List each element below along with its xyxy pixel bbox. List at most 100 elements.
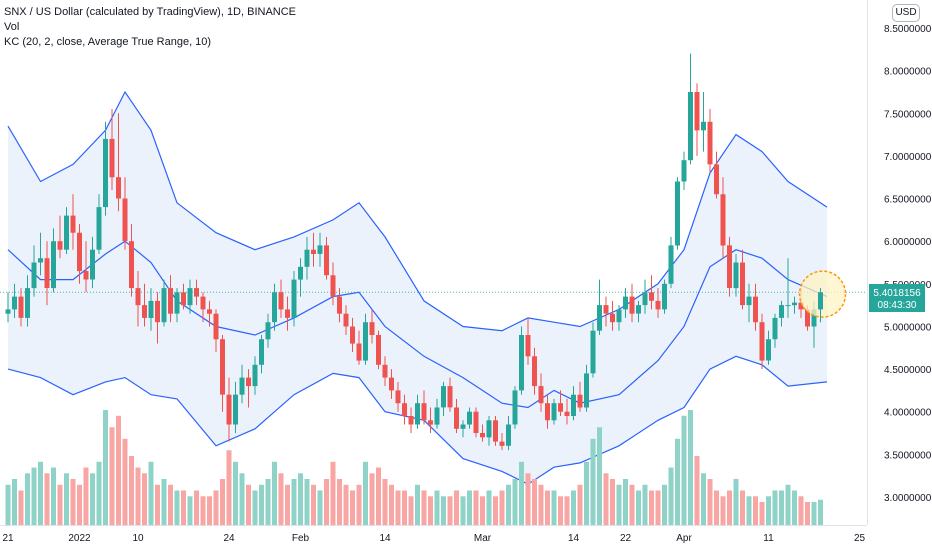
candle-body[interactable] <box>90 249 95 280</box>
candle-body[interactable] <box>694 92 700 131</box>
candle-body[interactable] <box>545 403 550 421</box>
candle-body[interactable] <box>551 403 557 421</box>
candlesticks[interactable] <box>5 53 824 451</box>
candle-body[interactable] <box>168 288 173 314</box>
candle-body[interactable] <box>434 407 440 425</box>
candle-body[interactable] <box>441 386 446 408</box>
candle-body[interactable] <box>233 394 238 425</box>
candle-body[interactable] <box>38 258 43 263</box>
candle-body[interactable] <box>174 292 180 314</box>
candle-body[interactable] <box>18 296 24 318</box>
candle-body[interactable] <box>376 335 381 365</box>
candle-body[interactable] <box>161 288 167 323</box>
candle-body[interactable] <box>272 292 277 323</box>
candle-body[interactable] <box>57 241 63 250</box>
candle-body[interactable] <box>64 215 69 250</box>
candle-body[interactable] <box>480 433 485 438</box>
candle-body[interactable] <box>265 322 271 340</box>
candle-body[interactable] <box>597 305 602 331</box>
candle-body[interactable] <box>369 322 375 335</box>
candle-body[interactable] <box>207 309 212 314</box>
candle-body[interactable] <box>389 377 394 391</box>
candle-body[interactable] <box>584 373 589 408</box>
candle-body[interactable] <box>733 262 739 289</box>
candle-body[interactable] <box>590 330 596 374</box>
candle-body[interactable] <box>772 317 778 340</box>
candle-body[interactable] <box>421 403 427 421</box>
candle-body[interactable] <box>311 249 316 254</box>
candle-body[interactable] <box>785 305 791 307</box>
candle-body[interactable] <box>155 300 160 323</box>
candle-body[interactable] <box>688 92 693 161</box>
candle-body[interactable] <box>675 181 680 246</box>
candle-body[interactable] <box>116 177 121 199</box>
candle-body[interactable] <box>798 302 804 310</box>
candle-body[interactable] <box>304 249 310 267</box>
candle-body[interactable] <box>252 364 258 387</box>
time-axis[interactable]: 21 2022 10 24 Feb 14 Mar 14 22 Apr 11 25 <box>2 533 865 544</box>
candle-body[interactable] <box>746 296 752 306</box>
candle-body[interactable] <box>538 386 544 404</box>
candle-body[interactable] <box>629 296 635 314</box>
symbol-title[interactable]: SNX / US Dollar (calculated by TradingVi… <box>4 6 297 18</box>
candle-body[interactable] <box>805 309 810 327</box>
candle-body[interactable] <box>200 296 206 310</box>
candle-body[interactable] <box>811 309 817 327</box>
candle-body[interactable] <box>25 288 30 318</box>
candle-body[interactable] <box>454 407 459 429</box>
indicator-legend[interactable]: KC (20, 2, close, Average True Range, 10… <box>4 36 212 48</box>
candle-body[interactable] <box>246 377 251 387</box>
candle-body[interactable] <box>655 300 661 310</box>
candle-body[interactable] <box>766 339 771 361</box>
candle-body[interactable] <box>12 296 17 310</box>
candle-body[interactable] <box>187 288 193 306</box>
candle-body[interactable] <box>382 364 388 378</box>
candle-body[interactable] <box>408 416 414 425</box>
candle-body[interactable] <box>467 411 472 425</box>
candle-body[interactable] <box>122 198 128 242</box>
candle-body[interactable] <box>577 394 583 408</box>
candle-body[interactable] <box>70 215 76 233</box>
candle-body[interactable] <box>337 296 342 314</box>
candle-body[interactable] <box>213 313 219 340</box>
candle-body[interactable] <box>447 386 453 408</box>
candle-body[interactable] <box>259 339 264 365</box>
candle-body[interactable] <box>194 288 199 297</box>
candle-body[interactable] <box>642 292 648 306</box>
candle-body[interactable] <box>525 335 531 357</box>
candle-body[interactable] <box>181 292 186 306</box>
candle-body[interactable] <box>51 241 56 289</box>
candle-body[interactable] <box>668 245 674 284</box>
candle-body[interactable] <box>278 292 284 310</box>
candle-body[interactable] <box>239 377 245 395</box>
candle-body[interactable] <box>519 335 524 391</box>
candle-body[interactable] <box>493 420 498 442</box>
candle-body[interactable] <box>701 121 706 131</box>
candle-body[interactable] <box>610 313 615 323</box>
volume-legend[interactable]: Vol <box>4 21 20 33</box>
candle-body[interactable] <box>330 275 336 297</box>
candle-body[interactable] <box>558 403 563 412</box>
candle-body[interactable] <box>486 420 492 438</box>
candle-body[interactable] <box>759 322 765 361</box>
candle-body[interactable] <box>77 232 82 272</box>
candle-body[interactable] <box>473 411 479 433</box>
candle-body[interactable] <box>356 343 362 361</box>
candle-body[interactable] <box>298 266 303 280</box>
candle-body[interactable] <box>818 292 823 310</box>
candle-body[interactable] <box>142 305 147 318</box>
candle-body[interactable] <box>402 403 407 416</box>
candle-body[interactable] <box>96 207 102 250</box>
candle-body[interactable] <box>83 271 89 280</box>
candle-body[interactable] <box>291 279 297 318</box>
candle-body[interactable] <box>649 292 654 301</box>
candle-body[interactable] <box>740 262 745 306</box>
candle-body[interactable] <box>792 302 797 306</box>
candle-body[interactable] <box>532 356 537 387</box>
candle-body[interactable] <box>779 305 784 318</box>
candle-body[interactable] <box>129 241 134 289</box>
candle-body[interactable] <box>350 326 355 344</box>
candle-body[interactable] <box>499 441 505 446</box>
candle-body[interactable] <box>460 424 466 429</box>
